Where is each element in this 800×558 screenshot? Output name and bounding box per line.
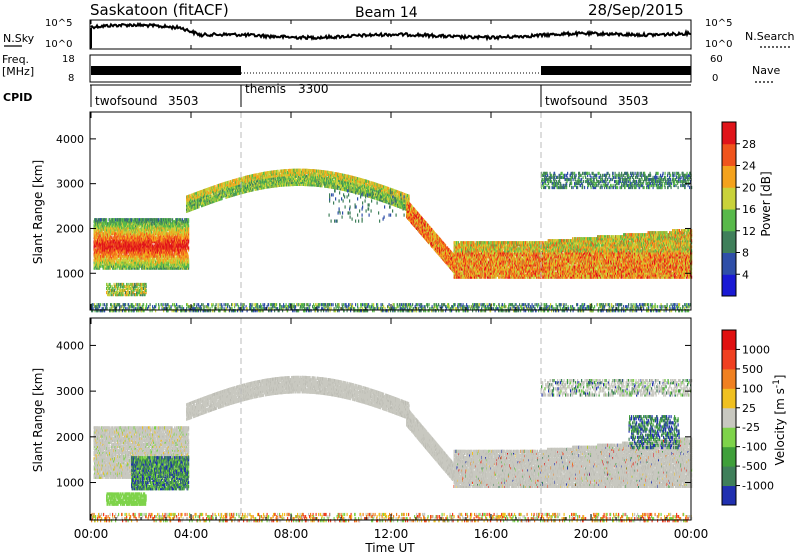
colorbar-tick-label: -25 <box>742 421 760 434</box>
nave-label: Nave <box>752 64 780 77</box>
power-colorbar-label: Power [dB] <box>759 171 773 236</box>
freq-left-tick-top: 18 <box>62 54 75 65</box>
ytick-label: 4000 <box>56 133 84 146</box>
power-colorbar: 4 8 12 16 20 24 28 <box>722 122 756 297</box>
colorbar-swatch <box>722 231 736 253</box>
ytick-label: 2000 <box>56 431 84 444</box>
nsky-trace <box>91 24 691 48</box>
cpid-seg3-name: twofsound <box>545 94 608 108</box>
freq-left-tick-bottom: 8 <box>68 73 74 84</box>
velocity-echoes <box>91 376 692 523</box>
colorbar-swatch <box>722 388 736 408</box>
nsky-right-tick-bottom: 10^0 <box>705 39 732 50</box>
time-tick-label: 00:00 <box>674 527 709 541</box>
colorbar-swatch <box>722 486 736 506</box>
power-echoes <box>91 169 692 313</box>
freq-block-late <box>541 66 691 75</box>
colorbar-tick-label: -1000 <box>742 480 774 493</box>
nsky-right-tick-top: 10^5 <box>705 18 732 29</box>
freq-label-line2: [MHz] <box>2 65 34 78</box>
colorbar-tick-label: 24 <box>742 160 756 173</box>
cpid-seg2-id: 3300 <box>298 82 329 96</box>
freq-block-early <box>91 66 241 75</box>
colorbar-tick-label: 8 <box>742 247 749 260</box>
velocity-panel: 1000 2000 3000 4000 Slant Range [km] <box>31 318 692 522</box>
colorbar-swatch <box>722 144 736 166</box>
colorbar-tick-label: 4 <box>742 268 749 281</box>
nsky-left-tick-top: 10^5 <box>45 18 72 29</box>
colorbar-swatch <box>722 349 736 369</box>
freq-right-tick-top: 60 <box>710 54 723 65</box>
ytick-label: 1000 <box>56 267 84 280</box>
colorbar-tick-label: -100 <box>742 441 767 454</box>
velocity-colorbar-label: Velocity [m s-1] <box>772 375 787 466</box>
nsky-left-tick-bottom: 10^0 <box>45 39 72 50</box>
cpid-seg1-name: twofsound <box>95 94 158 108</box>
colorbar-swatch <box>722 447 736 467</box>
velocity-colorbar: 1000 500 100 25 -25 -100 -500 -1000 <box>722 330 774 506</box>
colorbar-swatch <box>722 369 736 389</box>
cpid-seg3-id: 3503 <box>618 94 649 108</box>
ytick-label: 2000 <box>56 222 84 235</box>
time-tick-label: 20:00 <box>574 527 609 541</box>
colorbar-tick-label: 1000 <box>742 343 770 356</box>
nsearch-label: N.Search <box>745 30 795 43</box>
station-title: Saskatoon (fitACF) <box>90 1 229 19</box>
cpid-seg1-id: 3503 <box>168 94 199 108</box>
colorbar-swatch <box>722 122 736 144</box>
beam-label: Beam 14 <box>355 5 418 21</box>
colorbar-tick-label: 25 <box>742 402 756 415</box>
freq-right-tick-bottom: 0 <box>712 73 718 84</box>
time-axis-label: Time UT <box>364 541 415 554</box>
colorbar-swatch <box>722 427 736 447</box>
colorbar-swatch <box>722 209 736 231</box>
power-panel: 1000 2000 3000 4000 Slant Range [km] <box>31 112 692 312</box>
colorbar-tick-label: 12 <box>742 225 756 238</box>
ytick-label: 1000 <box>56 477 84 490</box>
power-ylabel: Slant Range [km] <box>31 160 45 264</box>
time-tick-label: 08:00 <box>274 527 309 541</box>
colorbar-swatch <box>722 466 736 486</box>
ytick-label: 3000 <box>56 385 84 398</box>
colorbar-swatch <box>722 253 736 275</box>
colorbar-tick-label: 500 <box>742 363 763 376</box>
nsky-series <box>91 24 691 39</box>
colorbar-tick-label: -500 <box>742 460 767 473</box>
colorbar-tick-label: 100 <box>742 382 763 395</box>
date-label: 28/Sep/2015 <box>588 1 684 19</box>
cpid-seg2-name: themis <box>245 82 286 96</box>
ytick-label: 3000 <box>56 178 84 191</box>
colorbar-tick-label: 28 <box>742 138 756 151</box>
power-panel-frame <box>90 112 691 310</box>
colorbar-tick-label: 16 <box>742 203 756 216</box>
colorbar-swatch <box>722 274 736 296</box>
time-tick-label: 04:00 <box>174 527 209 541</box>
ytick-label: 4000 <box>56 339 84 352</box>
colorbar-swatch <box>722 166 736 188</box>
colorbar-tick-label: 20 <box>742 181 756 194</box>
colorbar-swatch <box>722 187 736 209</box>
time-tick-label: 00:00 <box>74 527 109 541</box>
colorbar-swatch <box>722 330 736 350</box>
velocity-ylabel: Slant Range [km] <box>31 368 45 472</box>
colorbar-swatch <box>722 408 736 428</box>
time-tick-label: 16:00 <box>474 527 509 541</box>
nsky-label: N.Sky <box>3 32 35 45</box>
cpid-label: CPID <box>3 91 32 104</box>
time-tick-label: 12:00 <box>374 527 409 541</box>
